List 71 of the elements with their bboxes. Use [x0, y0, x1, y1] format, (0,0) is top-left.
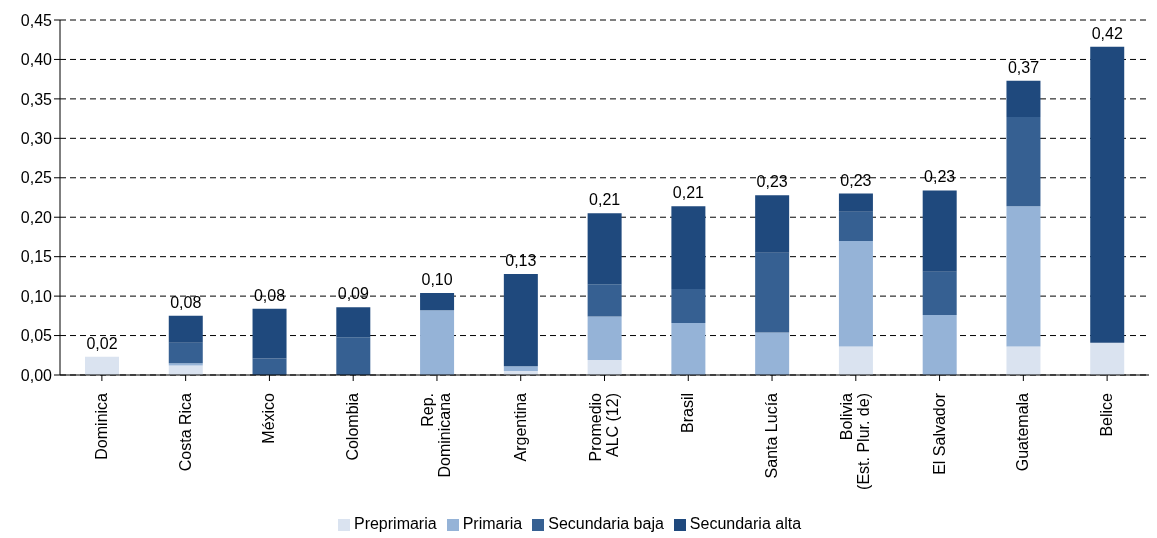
x-tick-label: Santa Lucía — [763, 392, 781, 479]
y-tick-label: 0,05 — [20, 327, 53, 345]
bar — [755, 252, 790, 333]
bar — [587, 360, 622, 375]
x-tick-label: Dominica — [92, 392, 110, 460]
bar — [755, 332, 790, 375]
legend-label: Secundaria baja — [548, 515, 664, 532]
x-tick-label: México — [260, 392, 278, 444]
x-tick-label: Promedio ALC (12) — [587, 392, 621, 462]
bar — [671, 206, 706, 290]
bar — [922, 190, 957, 272]
y-tick-label: 0,30 — [20, 130, 53, 148]
bar — [1006, 80, 1041, 118]
total-label: 0,08 — [170, 293, 202, 311]
y-tick-label: 0,35 — [20, 90, 53, 108]
bar — [1006, 346, 1041, 375]
x-tick-label: Argentina — [511, 392, 529, 462]
x-tick-label: Guatemala — [1014, 392, 1032, 472]
y-tick-label: 0,10 — [20, 287, 53, 305]
legend-label: Primaria — [462, 515, 523, 532]
y-tick-label: 0,00 — [20, 366, 53, 384]
bar — [503, 274, 538, 367]
total-label: 0,23 — [756, 173, 788, 191]
legend-label: Secundaria alta — [689, 515, 802, 532]
y-tick-label: 0,45 — [20, 11, 53, 29]
bar — [168, 315, 203, 343]
x-tick-label: Costa Rica — [176, 392, 194, 472]
bar — [336, 307, 371, 338]
x-tick-label: Belice — [1098, 392, 1116, 437]
bar — [252, 308, 287, 359]
bar — [503, 366, 538, 372]
x-tick-label: Bolivia (Est. Plur. de) — [838, 392, 873, 490]
y-tick-label: 0,15 — [20, 248, 53, 266]
y-tick-label: 0,20 — [20, 208, 53, 226]
total-label: 0,37 — [1007, 58, 1040, 76]
x-tick-label: Brasil — [679, 393, 697, 434]
total-label: 0,02 — [86, 334, 118, 352]
bar — [168, 342, 203, 364]
bar — [252, 358, 287, 375]
bar — [1006, 117, 1041, 207]
bar — [336, 337, 371, 375]
y-tick-label: 0,25 — [20, 169, 53, 187]
bar — [587, 284, 622, 317]
bar — [755, 195, 790, 253]
bar — [1090, 342, 1125, 375]
total-label: 0,42 — [1091, 24, 1123, 42]
total-label: 0,10 — [421, 270, 453, 288]
x-tick-label: Colombia — [344, 392, 362, 461]
bar — [922, 315, 957, 375]
bar — [838, 193, 873, 212]
x-tick-label: Rep. Dominicana — [419, 392, 454, 478]
total-label: 0,21 — [672, 184, 705, 202]
bar — [838, 211, 873, 241]
bar — [85, 356, 119, 375]
bar — [671, 322, 706, 375]
bar — [420, 292, 455, 311]
bar — [838, 240, 873, 347]
bar — [587, 316, 622, 361]
bar — [1006, 206, 1041, 347]
legend-label: Preprimaria — [353, 515, 437, 532]
bar — [671, 289, 706, 323]
total-label: 0,13 — [505, 252, 537, 270]
bar — [420, 310, 455, 375]
bar — [1090, 46, 1125, 343]
bar — [922, 271, 957, 316]
bar — [587, 213, 622, 285]
x-tick-label: El Salvador — [930, 392, 948, 475]
y-tick-label: 0,40 — [20, 51, 53, 69]
bar — [838, 346, 873, 375]
total-label: 0,21 — [589, 191, 621, 209]
bar — [168, 363, 203, 366]
